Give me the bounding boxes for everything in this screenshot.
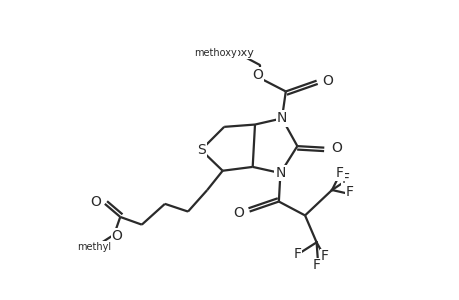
Text: F: F bbox=[320, 249, 328, 263]
Text: N: N bbox=[276, 111, 286, 125]
Text: N: N bbox=[274, 166, 285, 180]
Text: F: F bbox=[341, 172, 348, 186]
Text: F: F bbox=[345, 184, 353, 199]
Text: methyl: methyl bbox=[77, 242, 111, 252]
Text: F: F bbox=[293, 247, 301, 261]
Text: O: O bbox=[321, 74, 332, 88]
Text: O: O bbox=[233, 206, 244, 220]
Text: O: O bbox=[90, 195, 101, 209]
Text: O: O bbox=[252, 68, 262, 82]
Text: S: S bbox=[196, 143, 205, 157]
Text: O: O bbox=[330, 141, 341, 155]
Text: O: O bbox=[112, 229, 123, 243]
Text: methoxy: methoxy bbox=[205, 48, 253, 58]
Text: F: F bbox=[312, 259, 320, 272]
Text: F: F bbox=[335, 166, 343, 180]
Text: methoxy: methoxy bbox=[194, 48, 237, 58]
